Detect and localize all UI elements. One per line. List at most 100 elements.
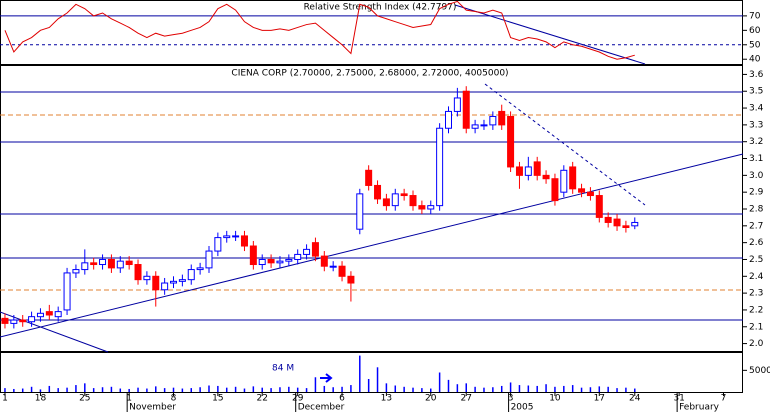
volume-frame <box>0 352 743 393</box>
price-title: CIENA CORP (2.70000, 2.75000, 2.68000, 2… <box>231 69 508 79</box>
arrow <box>320 373 333 383</box>
candle-body <box>249 245 257 266</box>
candle-body <box>19 319 27 323</box>
x-tick-label: 25 <box>79 394 90 404</box>
x-tick-label: 31 <box>673 394 684 404</box>
candle-body <box>515 166 523 176</box>
candle-body <box>72 269 80 274</box>
candle-body <box>267 258 275 264</box>
candle-body <box>285 258 293 262</box>
candle-body <box>560 169 568 193</box>
levels <box>0 4 744 353</box>
candle-body <box>10 319 18 324</box>
y-tick-label: 3.5 <box>749 87 763 97</box>
candle-body <box>444 110 452 129</box>
y-tick-label: 3.0 <box>749 171 764 181</box>
candle-body <box>586 191 594 197</box>
candle-body <box>63 272 71 311</box>
candle-body <box>489 115 497 126</box>
candle-body <box>1 317 9 324</box>
candle-body <box>604 216 612 223</box>
candle-body <box>303 248 311 255</box>
candle-body <box>36 312 44 318</box>
candle-body <box>613 218 621 227</box>
candle-body <box>551 178 559 202</box>
month-label: November <box>129 403 176 412</box>
x-tick-label: 24 <box>629 394 641 404</box>
candle-body <box>170 280 178 284</box>
x-tick-label: 18 <box>35 394 47 404</box>
candle-body <box>178 279 186 282</box>
y-tick-label: 2.2 <box>749 305 763 315</box>
candle-body <box>214 237 222 252</box>
y-tick-label: 3.2 <box>749 137 763 147</box>
candle-body <box>187 269 195 281</box>
y-tick-label: 2.0 <box>749 339 764 349</box>
candle-body <box>374 184 382 200</box>
candle-body <box>161 282 169 291</box>
candle-body <box>436 127 444 207</box>
candle-body <box>498 110 506 126</box>
rsi-line <box>4 0 635 60</box>
x-tick-label: 8 <box>171 394 177 404</box>
rsi-frame <box>0 0 743 65</box>
candle-body <box>54 311 62 318</box>
x-tick-label: 22 <box>256 394 267 404</box>
y-tick-label: 3.1 <box>749 154 763 164</box>
candle-body <box>125 260 133 266</box>
candle-body <box>382 198 390 207</box>
candle-body <box>569 166 577 190</box>
candle-body <box>356 193 364 230</box>
y-tick-label: 2.6 <box>749 238 764 248</box>
candle-body <box>143 275 151 281</box>
y-tick-label: 70 <box>749 11 761 21</box>
x-tick-label: 6 <box>339 394 345 404</box>
x-tick-label: 1 <box>126 394 132 404</box>
candle-body <box>453 97 461 112</box>
y-tick-label: 3.4 <box>749 104 764 114</box>
trend-line <box>0 311 109 353</box>
y-tick-label: 3.3 <box>749 120 763 130</box>
candle-body <box>320 255 328 267</box>
candle-body <box>107 258 115 269</box>
candle-body <box>400 193 408 197</box>
y-tick-label: 2.5 <box>749 255 763 265</box>
candle-body <box>418 205 426 210</box>
x-tick-label: 27 <box>461 394 472 404</box>
x-tick-label: 17 <box>594 394 605 404</box>
candle-body <box>507 115 515 168</box>
candle-body <box>152 275 160 291</box>
candle-body <box>578 188 586 193</box>
candle-body <box>276 260 284 264</box>
candle-body <box>427 205 435 210</box>
candle-body <box>329 265 337 268</box>
candle-body <box>365 169 373 186</box>
candle-body <box>462 90 470 129</box>
x-tick-label: 1 <box>2 394 8 404</box>
candle-body <box>311 242 319 257</box>
candle-body <box>240 235 248 247</box>
candle-body <box>134 264 142 281</box>
candle-body <box>205 250 213 269</box>
month-label: February <box>679 403 720 412</box>
candle-body <box>90 262 98 266</box>
candle-body <box>542 174 550 180</box>
candle-body <box>480 124 488 127</box>
candle-body <box>622 225 630 229</box>
month-label: December <box>298 403 345 412</box>
volume-annotation: 84 M <box>272 364 294 374</box>
y-tick-label: 40 <box>749 55 761 65</box>
y-tick-label: 2.3 <box>749 289 763 299</box>
month-label: 2005 <box>511 403 534 412</box>
candle-body <box>471 124 479 129</box>
candle-body <box>45 311 53 316</box>
candle-body <box>116 260 124 269</box>
candle-body <box>533 161 541 176</box>
x-tick-label: 10 <box>549 394 561 404</box>
y-tick-label: 2.4 <box>749 272 764 282</box>
candle-body <box>99 258 107 266</box>
x-tick-label: 15 <box>212 394 223 404</box>
candle-body <box>258 258 266 266</box>
trend-line <box>0 153 744 338</box>
candle-body <box>223 235 231 239</box>
